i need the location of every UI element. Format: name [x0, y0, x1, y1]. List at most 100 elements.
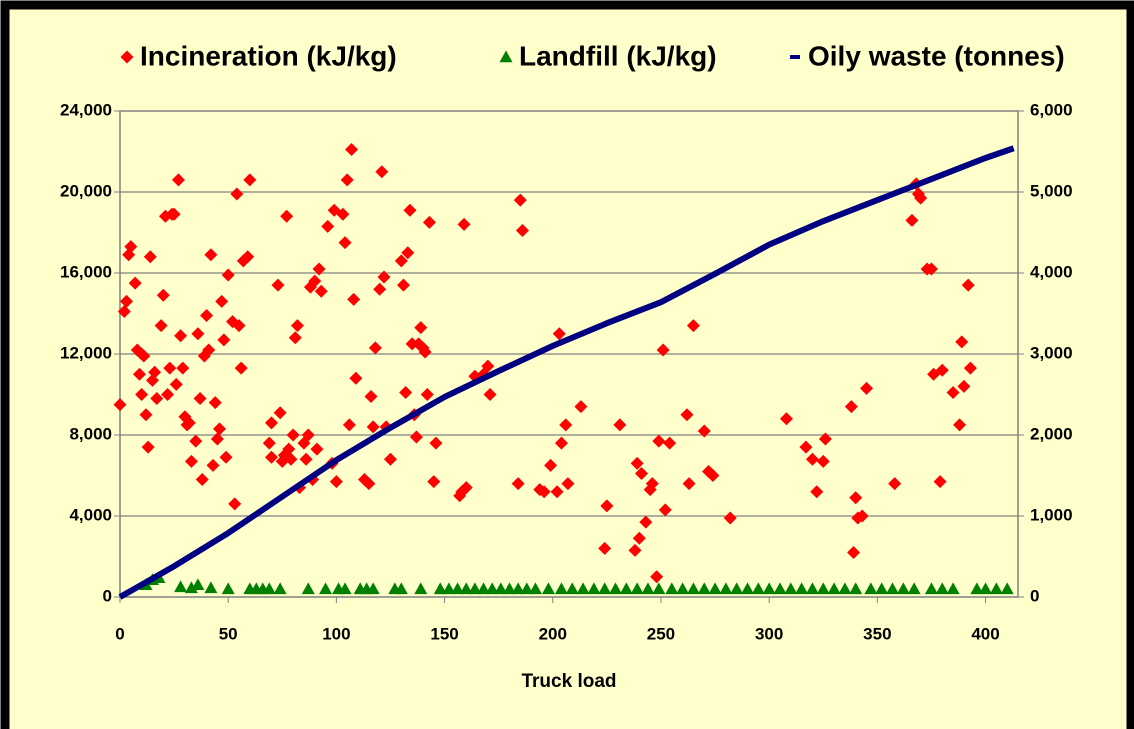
point: [1000, 582, 1014, 595]
point: [550, 485, 564, 499]
point: [847, 545, 861, 559]
point: [345, 142, 359, 156]
y2-tick-label: 0: [1030, 586, 1039, 605]
point: [329, 475, 343, 489]
y-tick-label: 24,000: [60, 100, 112, 119]
legend-marker: [790, 55, 800, 59]
point: [587, 582, 601, 595]
point: [273, 582, 287, 595]
point: [905, 213, 919, 227]
point: [741, 582, 755, 595]
point: [680, 408, 694, 422]
y-tick-label: 16,000: [60, 262, 112, 281]
point: [124, 240, 138, 254]
point: [204, 581, 218, 594]
x-tick-label: 200: [539, 624, 567, 643]
point: [719, 582, 733, 595]
point: [957, 379, 971, 393]
point: [280, 209, 294, 223]
point: [855, 509, 869, 523]
point: [221, 268, 235, 282]
point: [401, 246, 415, 260]
point: [697, 582, 711, 595]
point: [641, 582, 655, 595]
point: [301, 582, 315, 595]
point: [816, 582, 830, 595]
point: [347, 292, 361, 306]
point: [697, 424, 711, 438]
point: [598, 541, 612, 555]
point: [613, 418, 627, 432]
point: [167, 207, 181, 221]
point: [773, 582, 787, 595]
point: [202, 343, 216, 357]
point: [914, 191, 928, 205]
point: [946, 385, 960, 399]
point: [414, 582, 428, 595]
point: [273, 406, 287, 420]
point: [459, 582, 473, 595]
y-tick-label: 4,000: [69, 505, 112, 524]
point: [132, 367, 146, 381]
point: [366, 420, 380, 434]
point: [184, 581, 198, 594]
x-tick-label: 250: [647, 624, 675, 643]
y-tick-label: 20,000: [60, 181, 112, 200]
point: [849, 582, 863, 595]
point: [191, 578, 205, 591]
point: [961, 278, 975, 292]
y2-tick-label: 4,000: [1030, 262, 1073, 281]
point: [117, 304, 131, 318]
point: [314, 284, 328, 298]
point: [935, 363, 949, 377]
point: [383, 452, 397, 466]
point: [321, 219, 335, 233]
point: [628, 543, 642, 557]
point: [163, 361, 177, 375]
point: [193, 392, 207, 406]
point: [141, 440, 155, 454]
point: [477, 582, 491, 595]
point: [429, 436, 443, 450]
point: [511, 582, 525, 595]
point: [373, 282, 387, 296]
point: [442, 582, 456, 595]
point: [375, 165, 389, 179]
y2-tick-label: 6,000: [1030, 100, 1073, 119]
point: [143, 250, 157, 264]
y2-tick-label: 5,000: [1030, 181, 1073, 200]
point: [150, 392, 164, 406]
point: [174, 329, 188, 343]
point: [394, 582, 408, 595]
point: [221, 582, 235, 595]
point: [288, 331, 302, 345]
point: [200, 309, 214, 323]
point: [619, 582, 633, 595]
point: [161, 388, 175, 401]
point: [652, 434, 666, 448]
point: [574, 400, 588, 414]
point: [433, 582, 447, 595]
point: [896, 582, 910, 595]
point: [210, 432, 224, 446]
point: [682, 477, 696, 491]
point: [139, 408, 153, 422]
point: [213, 422, 227, 436]
point: [805, 452, 819, 466]
y2-tick-label: 3,000: [1030, 343, 1073, 362]
point: [420, 388, 434, 401]
point: [427, 475, 441, 489]
point: [396, 278, 410, 292]
point: [511, 477, 525, 491]
point: [762, 582, 776, 595]
point: [989, 582, 1003, 595]
point: [483, 388, 497, 401]
point: [451, 582, 465, 595]
point: [838, 582, 852, 595]
point: [217, 333, 231, 347]
point: [282, 442, 296, 456]
point: [232, 319, 246, 333]
point: [963, 361, 977, 375]
point: [723, 511, 737, 525]
